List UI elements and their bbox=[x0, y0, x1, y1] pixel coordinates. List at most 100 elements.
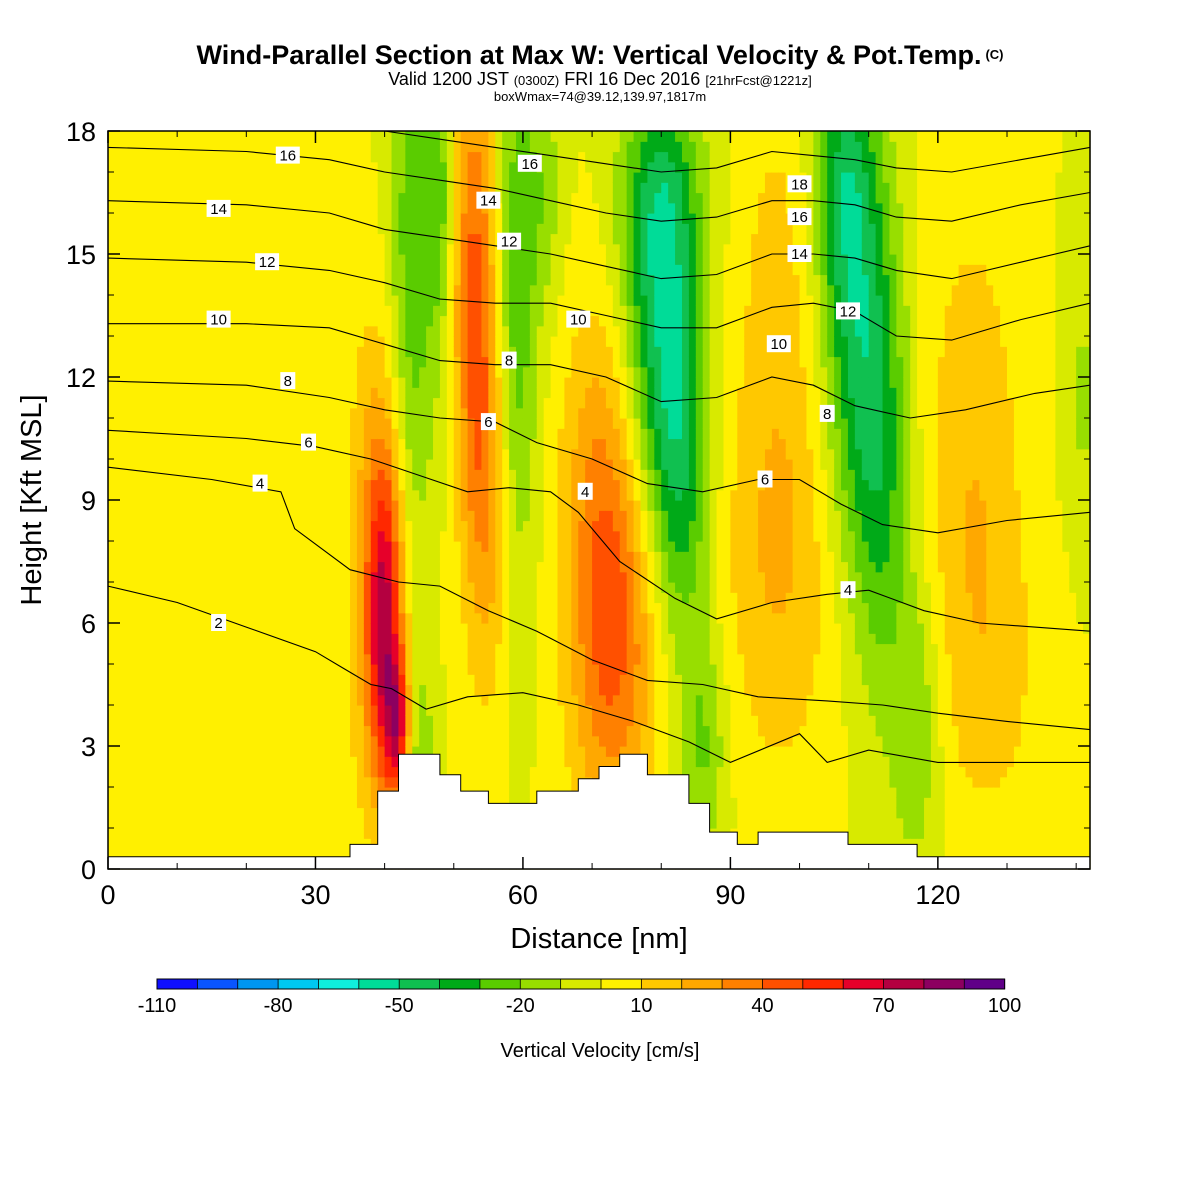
field-cell bbox=[177, 797, 185, 809]
field-cell bbox=[550, 705, 559, 716]
field-cell bbox=[585, 715, 593, 727]
field-cell bbox=[301, 284, 310, 296]
field-cell bbox=[578, 633, 586, 645]
field-cell bbox=[543, 735, 552, 747]
field-cell bbox=[578, 233, 586, 245]
field-cell bbox=[550, 602, 559, 614]
field-cell bbox=[509, 756, 517, 768]
field-cell bbox=[329, 202, 337, 214]
field-cell bbox=[232, 684, 240, 696]
field-cell bbox=[529, 448, 538, 460]
field-cell bbox=[405, 397, 413, 409]
field-cell bbox=[315, 684, 323, 696]
field-cell bbox=[329, 530, 337, 542]
field-cell bbox=[114, 274, 123, 286]
field-cell bbox=[114, 582, 123, 593]
field-cell bbox=[156, 469, 164, 481]
field-cell bbox=[543, 705, 552, 716]
field-cell bbox=[197, 274, 206, 286]
field-cell bbox=[246, 141, 254, 153]
field-cell bbox=[294, 305, 303, 317]
field-cell bbox=[398, 541, 406, 552]
field-cell bbox=[509, 274, 517, 286]
field-cell bbox=[370, 182, 379, 194]
field-cell bbox=[260, 459, 268, 470]
field-cell bbox=[315, 551, 323, 563]
field-cell bbox=[142, 264, 151, 276]
field-cell bbox=[239, 633, 247, 645]
field-cell bbox=[439, 284, 448, 296]
field-cell bbox=[536, 500, 545, 511]
field-cell bbox=[377, 243, 386, 255]
field-cell bbox=[350, 325, 358, 337]
field-cell bbox=[163, 182, 171, 194]
field-cell bbox=[273, 551, 282, 563]
field-cell bbox=[564, 161, 572, 173]
field-cell bbox=[239, 356, 247, 368]
field-cell bbox=[363, 694, 372, 706]
field-cell bbox=[128, 131, 137, 142]
field-cell bbox=[481, 315, 489, 327]
field-cell bbox=[509, 202, 517, 214]
field-cell bbox=[502, 571, 510, 583]
field-cell bbox=[287, 787, 296, 798]
field-cell bbox=[329, 592, 337, 604]
field-cell bbox=[329, 633, 337, 645]
field-cell bbox=[280, 438, 289, 450]
field-cell bbox=[467, 684, 476, 696]
field-cell bbox=[391, 756, 400, 768]
field-cell bbox=[246, 274, 254, 286]
field-cell bbox=[433, 428, 441, 440]
field-cell bbox=[446, 172, 455, 183]
field-cell bbox=[377, 161, 386, 173]
field-cell bbox=[190, 612, 199, 624]
field-cell bbox=[260, 233, 268, 245]
field-cell bbox=[502, 623, 510, 634]
field-cell bbox=[315, 633, 323, 645]
field-cell bbox=[474, 428, 483, 440]
field-cell bbox=[377, 295, 386, 306]
field-cell bbox=[426, 151, 434, 163]
field-cell bbox=[536, 469, 545, 481]
field-cell bbox=[398, 715, 406, 727]
field-cell bbox=[170, 797, 178, 809]
field-cell bbox=[287, 284, 296, 296]
field-cell bbox=[398, 510, 406, 522]
field-cell bbox=[536, 223, 545, 235]
field-cell bbox=[446, 756, 455, 768]
field-cell bbox=[509, 459, 517, 470]
field-cell bbox=[280, 756, 289, 768]
field-cell bbox=[329, 377, 337, 388]
field-cell bbox=[377, 674, 386, 686]
field-cell bbox=[564, 582, 572, 593]
field-cell bbox=[204, 284, 213, 296]
field-cell bbox=[184, 243, 192, 255]
field-cell bbox=[412, 213, 420, 224]
field-cell bbox=[356, 469, 365, 481]
field-cell bbox=[142, 746, 151, 757]
field-cell bbox=[495, 694, 503, 706]
field-cell bbox=[439, 336, 448, 347]
field-cell bbox=[391, 510, 400, 522]
field-cell bbox=[488, 643, 496, 655]
field-cell bbox=[426, 346, 434, 358]
field-cell bbox=[128, 243, 137, 255]
field-cell bbox=[170, 510, 178, 522]
field-cell bbox=[211, 274, 220, 286]
field-cell bbox=[184, 254, 192, 265]
field-cell bbox=[246, 571, 254, 583]
field-cell bbox=[135, 161, 144, 173]
field-cell bbox=[308, 797, 317, 809]
field-cell bbox=[163, 807, 171, 819]
field-cell bbox=[509, 725, 517, 737]
field-cell bbox=[522, 131, 531, 142]
field-cell bbox=[170, 787, 178, 798]
field-cell bbox=[536, 428, 545, 440]
field-cell bbox=[356, 131, 365, 142]
field-cell bbox=[481, 653, 489, 665]
field-cell bbox=[211, 428, 220, 440]
field-cell bbox=[128, 725, 137, 737]
field-cell bbox=[260, 366, 268, 378]
field-cell bbox=[474, 705, 483, 716]
field-cell bbox=[267, 684, 275, 696]
